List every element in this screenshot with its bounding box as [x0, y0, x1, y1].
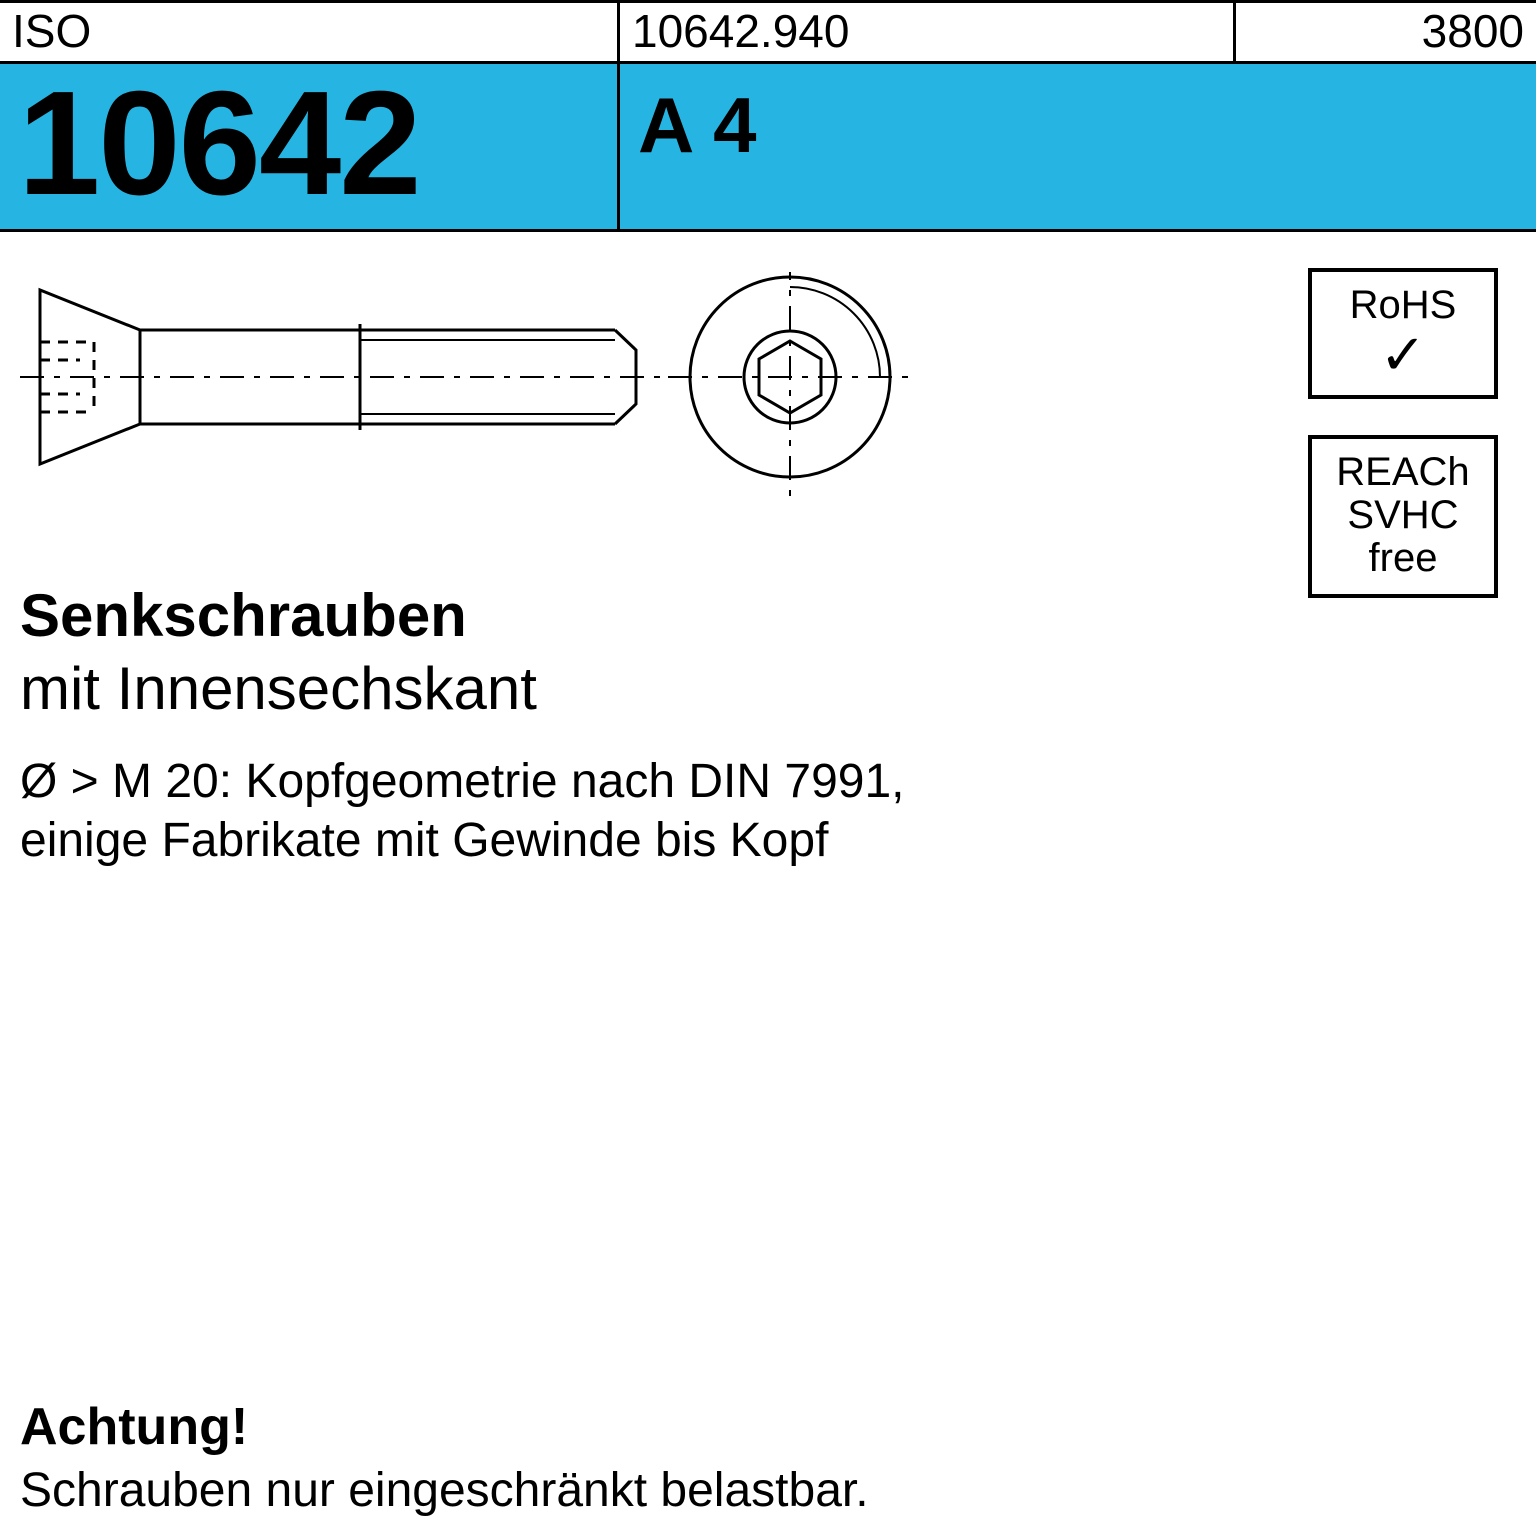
desc-body-line1: Ø > M 20: Kopfgeometrie nach DIN 7991,	[20, 753, 1120, 812]
header-material: A 4	[638, 86, 757, 164]
desc-body: Ø > M 20: Kopfgeometrie nach DIN 7991, e…	[20, 753, 1120, 870]
technical-diagram	[20, 272, 920, 502]
page-root: ISO 10642.940 3800 10642 A 4	[0, 0, 1536, 1536]
compliance-badges: RoHS ✓ REACh SVHC free	[1308, 268, 1498, 598]
header-code-full: 10642.940	[620, 3, 1236, 61]
header-material-cell: A 4	[620, 64, 1536, 229]
warning-block: Achtung! Schrauben nur eingeschränkt bel…	[20, 1397, 1500, 1518]
description-block: Senkschrauben mit Innensechskant Ø > M 2…	[20, 584, 1120, 870]
desc-title-line2: mit Innensechskant	[20, 653, 1120, 725]
header-right-code: 3800	[1236, 3, 1536, 61]
reach-line3: free	[1322, 537, 1484, 580]
desc-title2-prefix: mit	[20, 655, 117, 722]
reach-line1: REACh	[1322, 451, 1484, 494]
rohs-label: RoHS	[1322, 284, 1484, 326]
desc-title-line1: Senkschrauben	[20, 584, 1120, 647]
desc-body-line2: einige Fabrikate mit Gewinde bis Kopf	[20, 812, 1120, 871]
header-std-number-cell: 10642	[0, 64, 620, 229]
header-top-row: ISO 10642.940 3800	[0, 0, 1536, 64]
reach-badge: REACh SVHC free	[1308, 435, 1498, 599]
header-blue-row: 10642 A 4	[0, 64, 1536, 232]
rohs-badge: RoHS ✓	[1308, 268, 1498, 398]
header-std-label: ISO	[0, 3, 620, 61]
header-std-number: 10642	[18, 70, 420, 218]
desc-title2-main: Innensechskant	[117, 655, 537, 722]
check-icon: ✓	[1322, 330, 1484, 380]
warning-title: Achtung!	[20, 1397, 1500, 1457]
reach-line2: SVHC	[1322, 494, 1484, 537]
warning-body: Schrauben nur eingeschränkt belastbar.	[20, 1463, 1500, 1518]
mid-section: RoHS ✓ REACh SVHC free Senkschrauben mit…	[0, 232, 1536, 972]
